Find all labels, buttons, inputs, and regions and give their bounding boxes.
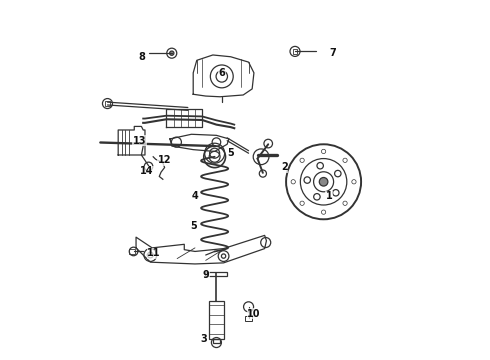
Text: 2: 2	[281, 162, 288, 172]
Text: 12: 12	[158, 156, 172, 165]
Text: 4: 4	[192, 191, 198, 201]
Text: 9: 9	[202, 270, 209, 280]
Text: 5: 5	[190, 221, 196, 231]
Text: 6: 6	[219, 68, 225, 78]
Text: 7: 7	[329, 48, 336, 58]
Text: 3: 3	[200, 334, 207, 344]
Text: 8: 8	[138, 52, 145, 62]
Text: 1: 1	[325, 191, 332, 201]
Circle shape	[319, 177, 328, 186]
Text: 10: 10	[247, 309, 261, 319]
Text: 14: 14	[140, 166, 153, 176]
Text: 5: 5	[227, 148, 234, 158]
Circle shape	[170, 51, 174, 55]
Text: 13: 13	[133, 136, 147, 146]
Text: 11: 11	[147, 248, 161, 258]
